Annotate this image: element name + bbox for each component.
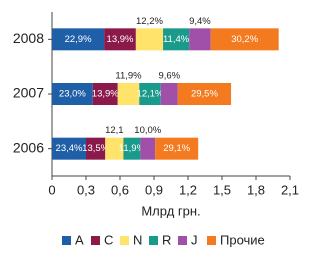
bar-segment — [210, 28, 279, 51]
y-tick-label: 2007 — [13, 85, 44, 101]
x-tick-label: 1,5 — [213, 182, 231, 197]
bar-segment — [189, 28, 211, 51]
legend-label: R — [162, 232, 171, 247]
bar-segment — [160, 83, 178, 105]
legend-swatch — [120, 236, 129, 245]
bar-segment — [135, 28, 164, 51]
data-label: 12,1 — [105, 125, 124, 136]
chart: Млрд грн. 0 0,3 0,6 0,9 1,2 1,5 1,8 2,1 2008 22,9… — [13, 12, 299, 247]
bar-segment — [139, 83, 161, 105]
data-label: 22,9% — [65, 34, 92, 45]
bar-segment — [92, 83, 118, 105]
x-axis-label: Млрд грн. — [141, 203, 200, 218]
y-tick-label: 2006 — [13, 139, 44, 155]
bar-segment — [140, 137, 156, 160]
legend-swatch — [149, 236, 158, 245]
bar-segment — [104, 28, 136, 51]
bar-segment — [52, 83, 93, 105]
x-tick-label: 2,1 — [281, 182, 299, 197]
x-tick-label: 0 — [48, 182, 55, 197]
bar-segment — [105, 137, 124, 160]
data-label: 12,2% — [136, 16, 163, 27]
x-tick-label: 1,8 — [247, 182, 265, 197]
legend-label: N — [133, 232, 142, 247]
data-label: 11,4% — [163, 34, 190, 45]
data-label: 13,9% — [107, 34, 134, 45]
bar-segment — [117, 83, 140, 105]
bar-segment — [163, 28, 190, 51]
legend-label: Прочие — [220, 232, 265, 247]
bar-segment — [177, 83, 232, 105]
data-label: 9,4% — [189, 16, 211, 27]
y-tick-label: 2008 — [13, 30, 44, 46]
data-label: 10,0% — [134, 125, 161, 136]
data-label: 29,5% — [191, 89, 218, 100]
data-label: 12,1% — [137, 89, 164, 100]
legend-label: A — [75, 232, 84, 247]
x-tick-label: 0,9 — [145, 182, 163, 197]
data-label: 23,0% — [59, 89, 86, 100]
legend-label: C — [104, 232, 113, 247]
bar-segment — [86, 137, 106, 160]
x-tick-label: 1,2 — [179, 182, 197, 197]
bar-segment — [155, 137, 199, 160]
x-tick-label: 0,3 — [77, 182, 95, 197]
bar-segment — [52, 28, 105, 51]
legend-swatch — [62, 236, 71, 245]
data-label: 29,1% — [163, 143, 190, 154]
data-label: 30,2% — [231, 34, 258, 45]
data-label: 13,9% — [92, 89, 119, 100]
legend-swatch — [178, 236, 187, 245]
bar-segment — [123, 137, 141, 160]
legend-swatch — [207, 236, 216, 245]
data-label: 9,6% — [158, 71, 180, 82]
data-label: 23,4% — [56, 143, 83, 154]
bar-segment — [52, 137, 86, 160]
legend-label: J — [191, 232, 198, 247]
data-label: 13,5% — [82, 143, 109, 154]
legend-swatch — [91, 236, 100, 245]
data-label: 11,9% — [115, 71, 142, 82]
data-label: 11,9% — [119, 143, 146, 154]
x-tick-label: 0,6 — [111, 182, 129, 197]
